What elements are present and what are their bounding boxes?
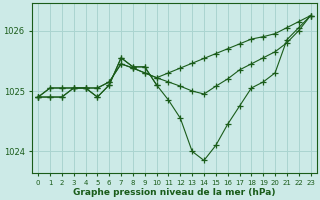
X-axis label: Graphe pression niveau de la mer (hPa): Graphe pression niveau de la mer (hPa) [73, 188, 276, 197]
